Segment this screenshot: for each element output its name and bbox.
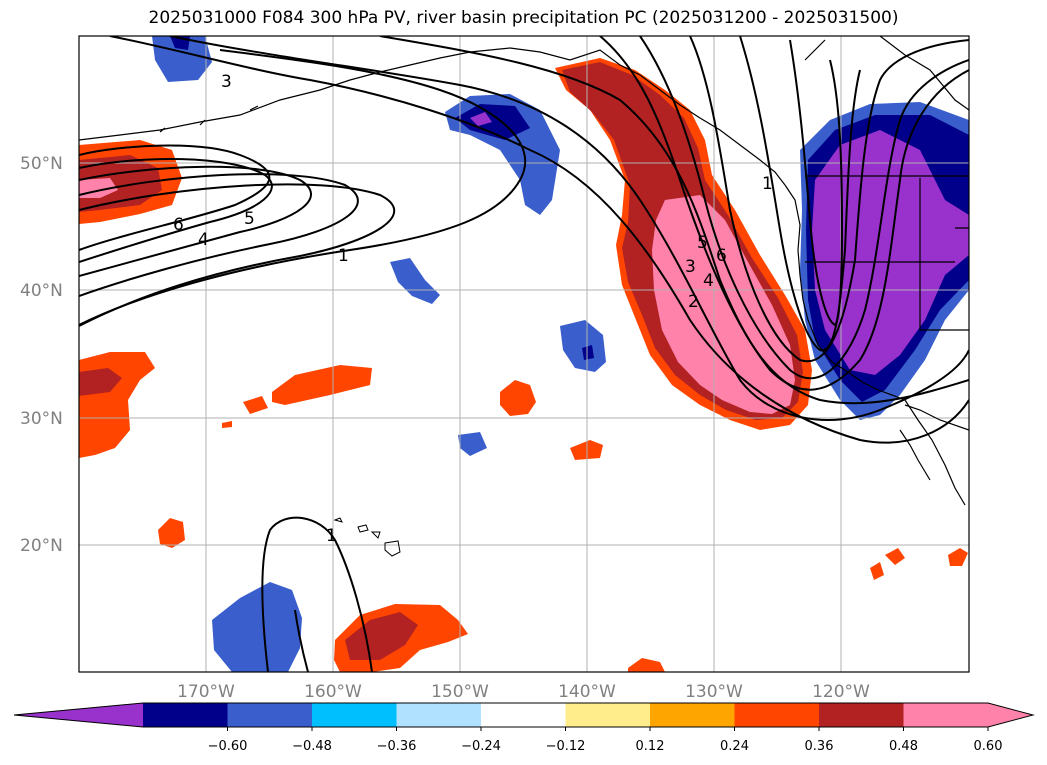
map-area: 3 6 5 4 1 5 6 3 4 2 1 1 [79, 36, 969, 672]
colorbar-tick-label: 0.60 [974, 739, 1003, 754]
map-frame [78, 35, 970, 673]
lon-label: 160°W [304, 682, 362, 702]
colorbar-segment [819, 703, 904, 727]
contour-label: 2 [688, 292, 699, 312]
contour-label: 6 [716, 246, 727, 266]
lon-label: 120°W [812, 682, 870, 702]
lon-label: 140°W [558, 682, 616, 702]
longitude-labels: 170°W 160°W 150°W 140°W 130°W 120°W [177, 682, 870, 702]
colorbar-tick-label: −0.48 [292, 739, 332, 754]
colorbar-segment [227, 703, 313, 727]
map-title: 2025031000 F084 300 hPa PV, river basin … [148, 8, 899, 28]
contour-label: 1 [326, 526, 337, 546]
contour-label: 1 [762, 174, 773, 194]
colorbar-tick-label: −0.12 [546, 739, 586, 754]
colorbar-tick-label: 0.12 [636, 739, 665, 754]
contour-label: 4 [703, 271, 714, 291]
colorbar-segment [312, 703, 397, 727]
lon-label: 170°W [177, 682, 235, 702]
colorbar-outline [13, 702, 1035, 728]
contour-label: 5 [244, 209, 255, 229]
colorbar: −0.60 −0.48 −0.36 −0.24 −0.12 0.12 0.24 0.36 0.4… [13, 702, 1035, 754]
contour-label: 6 [173, 215, 184, 235]
colorbar-segment [734, 703, 820, 727]
colorbar-segment [650, 703, 735, 727]
lat-label: 20°N [20, 536, 63, 556]
contour-label: 1 [338, 246, 349, 266]
contour-label: 3 [685, 257, 696, 277]
lat-label: 50°N [20, 154, 63, 174]
colorbar-segment [565, 703, 651, 727]
latitude-labels: 50°N 40°N 30°N 20°N [20, 154, 63, 556]
contour-label: 4 [198, 230, 209, 250]
colorbar-tick-label: 0.48 [889, 739, 918, 754]
colorbar-tick-label: −0.60 [208, 739, 248, 754]
colorbar-segment [481, 703, 566, 727]
lon-label: 150°W [431, 682, 489, 702]
contour-label: 5 [697, 233, 708, 253]
lon-label: 130°W [685, 682, 743, 702]
colorbar-tick-label: −0.36 [377, 739, 417, 754]
colorbar-tick-label: −0.24 [461, 739, 501, 754]
lat-label: 30°N [20, 409, 63, 429]
colorbar-segment [143, 703, 228, 727]
pv-contours [79, 36, 969, 672]
negative-precip-regions [152, 36, 969, 672]
contour-label: 3 [221, 72, 232, 92]
colorbar-extend-min [14, 703, 143, 727]
hawaii-islands [333, 517, 401, 557]
pv-contour-labels: 3 6 5 4 1 5 6 3 4 2 1 1 [173, 72, 773, 546]
colorbar-segment [396, 703, 482, 727]
colorbar-extend-max [988, 703, 1033, 727]
lat-label: 40°N [20, 281, 63, 301]
colorbar-segment [903, 703, 989, 727]
colorbar-tick-label: 0.36 [805, 739, 834, 754]
colorbar-tick-label: 0.24 [720, 739, 749, 754]
